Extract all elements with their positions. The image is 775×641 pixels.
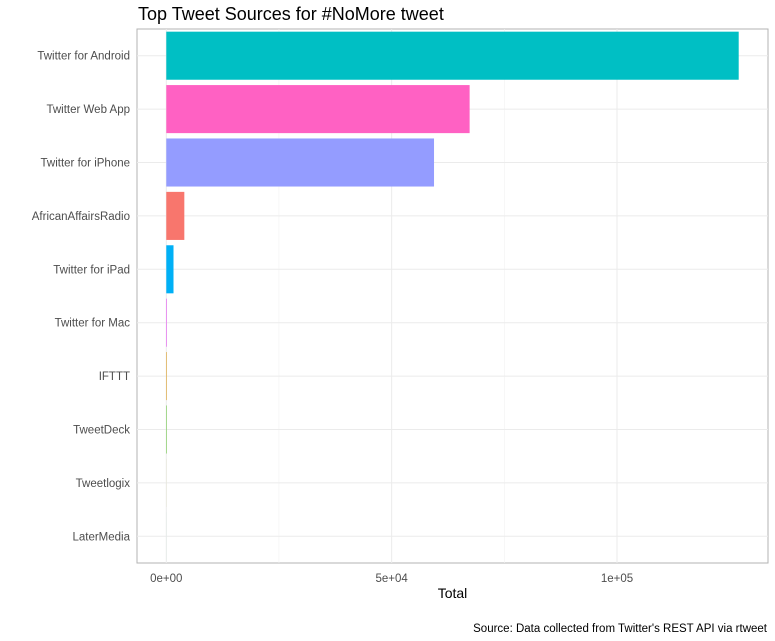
y-tick-label: Twitter for Mac [55, 318, 131, 330]
bar [166, 298, 167, 347]
chart-title: Top Tweet Sources for #NoMore tweet [138, 4, 444, 24]
x-tick-label: 1e+05 [601, 573, 633, 585]
y-tick-label: Twitter Web App [46, 104, 130, 116]
x-tick-label: 0e+00 [150, 573, 182, 585]
bar [166, 138, 435, 187]
y-axis: Twitter for Android Twitter Web App Twitte… [32, 51, 131, 544]
y-tick-label: IFTTT [99, 371, 130, 383]
plot-area [136, 28, 769, 564]
y-tick-label: AfricanAffairsRadio [32, 211, 130, 223]
bar [166, 31, 739, 80]
y-tick-label: LaterMedia [72, 531, 130, 543]
bar [166, 191, 185, 240]
x-tick-label: 5e+04 [375, 573, 408, 585]
bar [166, 245, 174, 294]
y-tick-label: Twitter for Android [37, 51, 130, 63]
y-tick-label: Tweetlogix [76, 478, 131, 490]
y-tick-label: Twitter for iPad [53, 264, 130, 276]
bar [166, 85, 470, 134]
x-axis-title: Total [438, 585, 468, 601]
x-axis: 0e+00 5e+04 1e+05 [150, 573, 633, 585]
y-tick-label: Twitter for iPhone [41, 158, 130, 170]
chart-caption: Source: Data collected from Twitter's RE… [473, 623, 768, 635]
y-tick-label: TweetDeck [73, 425, 130, 437]
bars [166, 31, 739, 561]
